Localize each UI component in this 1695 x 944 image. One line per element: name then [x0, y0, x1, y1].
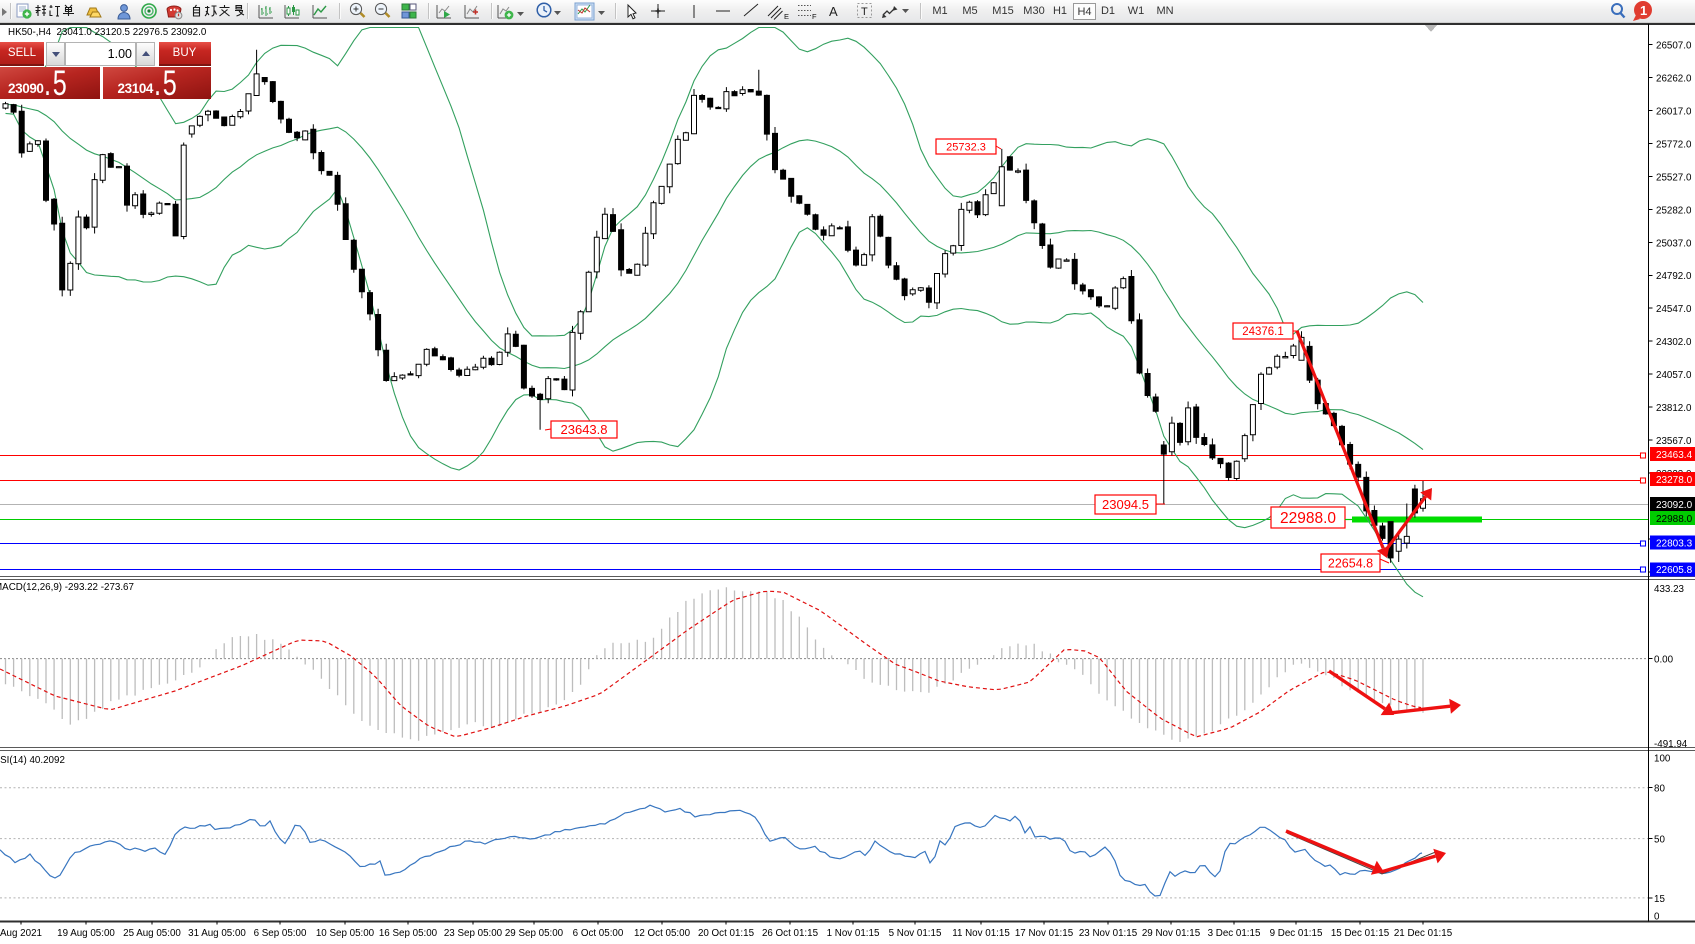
svg-text:23812.0: 23812.0 — [1656, 403, 1692, 414]
svg-text:24792.0: 24792.0 — [1656, 271, 1692, 282]
svg-text:25527.0: 25527.0 — [1656, 172, 1692, 183]
svg-text:Aug 2021: Aug 2021 — [0, 928, 42, 939]
svg-text:24057.0: 24057.0 — [1656, 370, 1692, 381]
svg-text:100: 100 — [1654, 754, 1671, 765]
svg-text:1: 1 — [1640, 3, 1647, 18]
svg-text:25282.0: 25282.0 — [1656, 205, 1692, 216]
svg-text:23278.0: 23278.0 — [1656, 475, 1693, 486]
svg-text:80: 80 — [1654, 784, 1665, 795]
svg-text:22803.3: 22803.3 — [1656, 539, 1693, 550]
svg-text:25732.3: 25732.3 — [946, 141, 986, 153]
svg-text:E: E — [784, 12, 789, 21]
svg-text:HK50-,H4 23041.0 23120.5 2297: HK50-,H4 23041.0 23120.5 22976.5 23092.0 — [8, 27, 207, 38]
svg-text:50: 50 — [1654, 835, 1665, 846]
svg-text:23 Nov 01:15: 23 Nov 01:15 — [1079, 928, 1138, 939]
svg-text:23092.0: 23092.0 — [1656, 500, 1693, 511]
svg-text:19 Aug 05:00: 19 Aug 05:00 — [57, 928, 115, 939]
svg-text:RSI(14) 40.2092: RSI(14) 40.2092 — [0, 755, 65, 766]
svg-text:23567.0: 23567.0 — [1656, 436, 1692, 447]
svg-text:16 Sep 05:00: 16 Sep 05:00 — [379, 928, 438, 939]
svg-text:29 Sep 05:00: 29 Sep 05:00 — [505, 928, 564, 939]
svg-text:12 Oct 05:00: 12 Oct 05:00 — [634, 928, 691, 939]
svg-text:24376.1: 24376.1 — [1242, 326, 1284, 338]
svg-text:9 Dec 01:15: 9 Dec 01:15 — [1270, 928, 1323, 939]
svg-text:6 Oct 05:00: 6 Oct 05:00 — [573, 928, 624, 939]
svg-text:23643.8: 23643.8 — [561, 422, 608, 437]
svg-text:23094.5: 23094.5 — [1102, 497, 1149, 512]
svg-text:5 Nov 01:15: 5 Nov 01:15 — [889, 928, 942, 939]
svg-text:24547.0: 24547.0 — [1656, 304, 1692, 315]
svg-text:23 Sep 05:00: 23 Sep 05:00 — [444, 928, 503, 939]
svg-text:26262.0: 26262.0 — [1656, 74, 1692, 85]
svg-text:24302.0: 24302.0 — [1656, 337, 1692, 348]
svg-text:26 Oct 01:15: 26 Oct 01:15 — [762, 928, 819, 939]
svg-text:26507.0: 26507.0 — [1656, 41, 1692, 52]
svg-text:26017.0: 26017.0 — [1656, 107, 1692, 118]
svg-text:21 Dec 01:15: 21 Dec 01:15 — [1394, 928, 1453, 939]
svg-text:25037.0: 25037.0 — [1656, 238, 1692, 249]
svg-text:T: T — [861, 6, 868, 18]
svg-text:29 Nov 01:15: 29 Nov 01:15 — [1142, 928, 1201, 939]
svg-text:-491.94: -491.94 — [1654, 739, 1688, 750]
svg-text:MACD(12,26,9) -293.22 -273.67: MACD(12,26,9) -293.22 -273.67 — [0, 582, 134, 593]
svg-text:31 Aug 05:00: 31 Aug 05:00 — [188, 928, 246, 939]
svg-text:15: 15 — [1654, 894, 1665, 905]
svg-text:F: F — [812, 12, 817, 21]
svg-text:25772.0: 25772.0 — [1656, 139, 1692, 150]
svg-text:0.00: 0.00 — [1654, 655, 1674, 666]
svg-text:17 Nov 01:15: 17 Nov 01:15 — [1015, 928, 1074, 939]
svg-text:22988.0: 22988.0 — [1656, 514, 1693, 525]
svg-text:22654.8: 22654.8 — [1328, 557, 1373, 571]
svg-text:3 Dec 01:15: 3 Dec 01:15 — [1208, 928, 1261, 939]
svg-text:A: A — [829, 4, 838, 19]
svg-text:22988.0: 22988.0 — [1280, 510, 1336, 527]
svg-text:433.23: 433.23 — [1654, 584, 1685, 595]
svg-text:10 Sep 05:00: 10 Sep 05:00 — [316, 928, 375, 939]
svg-text:22605.8: 22605.8 — [1656, 565, 1693, 576]
svg-text:20 Oct 01:15: 20 Oct 01:15 — [698, 928, 755, 939]
svg-text:15 Dec 01:15: 15 Dec 01:15 — [1331, 928, 1390, 939]
svg-text:11 Nov 01:15: 11 Nov 01:15 — [952, 928, 1010, 939]
svg-text:23463.4: 23463.4 — [1656, 450, 1693, 461]
svg-text:6 Sep 05:00: 6 Sep 05:00 — [254, 928, 307, 939]
svg-text:0: 0 — [1654, 912, 1660, 923]
svg-text:1 Nov 01:15: 1 Nov 01:15 — [827, 928, 880, 939]
svg-text:25 Aug 05:00: 25 Aug 05:00 — [123, 928, 181, 939]
